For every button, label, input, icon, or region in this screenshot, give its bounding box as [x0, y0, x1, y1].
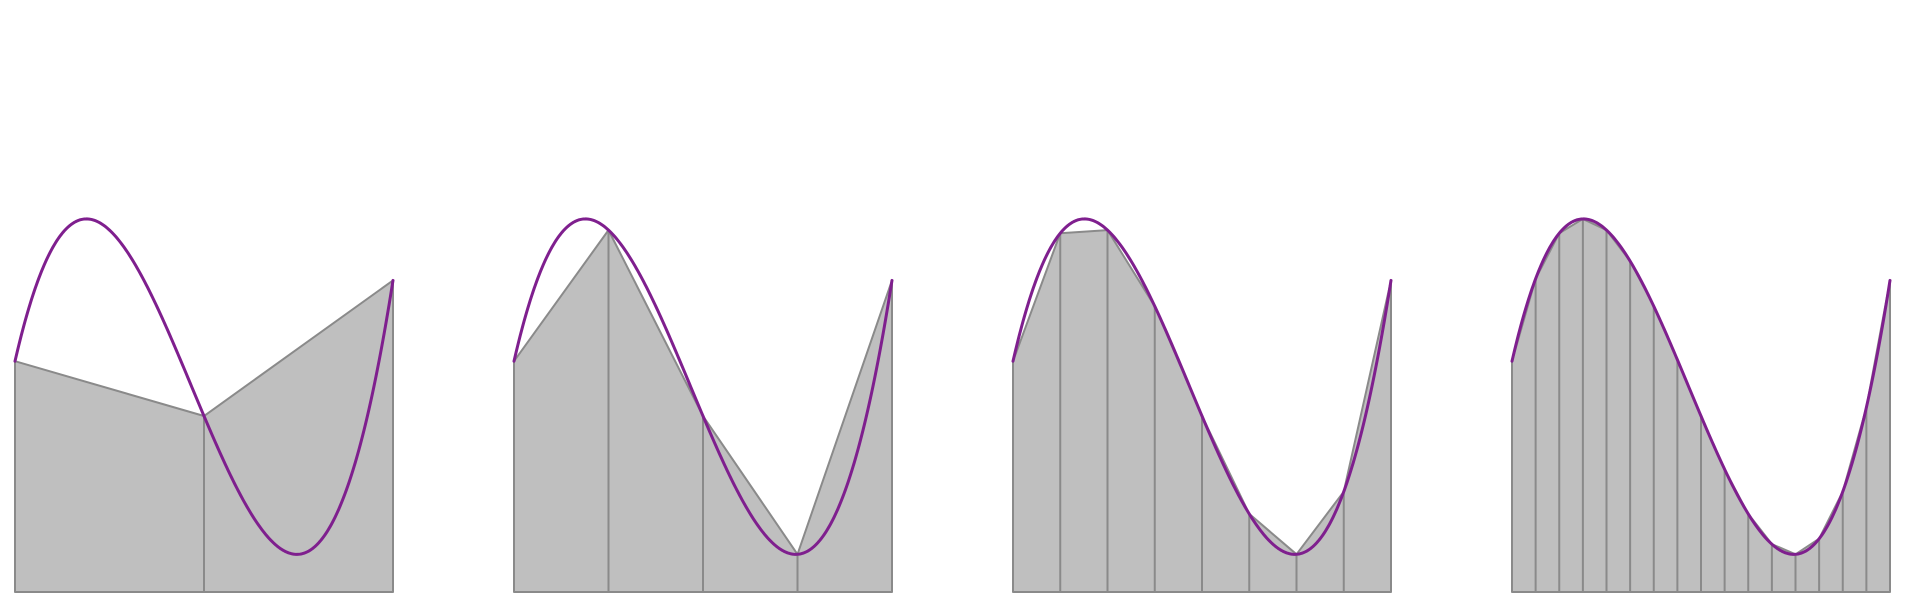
function-curve: [1510, 217, 1892, 556]
panel-trapezoids-4: [512, 217, 894, 593]
panel-trapezoids-8: [1011, 217, 1393, 593]
function-curve: [1011, 217, 1393, 556]
panel-trapezoids-16: [1510, 217, 1892, 593]
function-curve: [13, 217, 395, 556]
panel-trapezoids-2: [13, 217, 395, 593]
function-curve: [512, 217, 894, 556]
